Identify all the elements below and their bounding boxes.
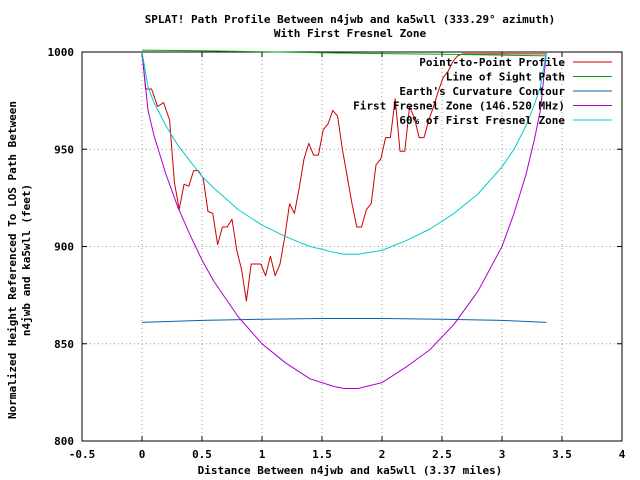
series-group — [141, 49, 547, 389]
legend-label: Point-to-Point Profile — [419, 56, 565, 69]
x-tick-label: 0 — [139, 448, 146, 461]
x-tick-label: 4 — [619, 448, 626, 461]
chart-title: SPLAT! Path Profile Between n4jwb and ka… — [145, 13, 556, 26]
series-line-first-fresnel-zone-146-520-mhz — [141, 51, 547, 389]
x-tick-label: 2 — [379, 448, 386, 461]
y-tick-label: 950 — [54, 143, 74, 156]
legend-label: Line of Sight Path — [446, 71, 565, 84]
legend-label: 60% of First Fresnel Zone — [399, 114, 565, 127]
y-tick-label: 1000 — [48, 46, 75, 59]
grid — [82, 52, 622, 441]
y-tick-label: 900 — [54, 241, 74, 254]
chart-subtitle: With First Fresnel Zone — [274, 27, 427, 40]
series-line-earth-s-curvature-contour — [141, 318, 547, 323]
series-line-60-of-first-fresnel-zone — [141, 51, 547, 255]
x-tick-label: 2.5 — [432, 448, 452, 461]
x-tick-label: 3 — [499, 448, 506, 461]
x-tick-label: 1.5 — [312, 448, 332, 461]
legend-label: Earth's Curvature Contour — [399, 85, 565, 98]
series-line-line-of-sight-path — [141, 49, 547, 57]
y-tick-label: 850 — [54, 338, 74, 351]
x-tick-label: 3.5 — [552, 448, 572, 461]
legend-label: First Fresnel Zone (146.520 MHz) — [353, 100, 565, 113]
axes: -0.5 0 0.5 1 1.5 2 2.5 3 3.5 4 800 850 900 950 1000 — [48, 46, 626, 461]
legend: Point-to-Point Profile Line of Sight Path… — [353, 56, 612, 127]
x-tick-label: -0.5 — [69, 448, 96, 461]
y-axis-label-line-2: n4jwb and ka5wll (feet) — [20, 184, 33, 336]
series-line-point-to-point-profile — [141, 51, 547, 302]
x-tick-label: 1 — [259, 448, 266, 461]
y-tick-label: 800 — [54, 435, 74, 448]
x-tick-label: 0.5 — [192, 448, 212, 461]
y-axis-label-line-1: Normalized Height Referenced To LOS Path… — [6, 101, 19, 419]
x-axis-label: Distance Between n4jwb and ka5wll (3.37 … — [198, 464, 503, 477]
